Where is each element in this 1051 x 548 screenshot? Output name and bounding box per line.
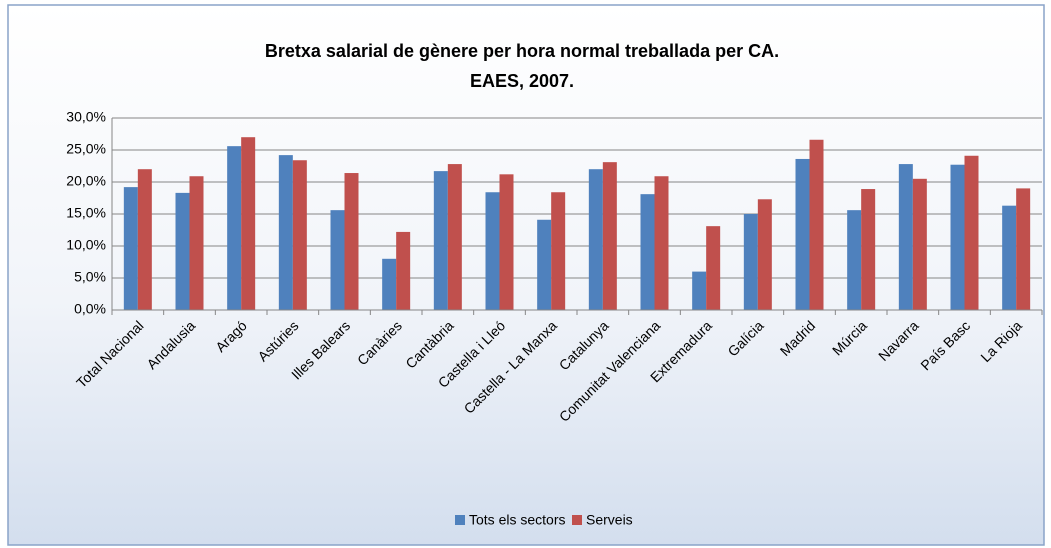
bar bbox=[809, 139, 824, 310]
bar bbox=[537, 219, 552, 310]
bar bbox=[447, 164, 462, 310]
bar bbox=[396, 231, 411, 310]
legend-swatch bbox=[572, 515, 582, 525]
y-tick-label: 10,0% bbox=[66, 237, 106, 253]
y-tick-label: 25,0% bbox=[66, 141, 106, 157]
bar bbox=[757, 199, 772, 310]
bar bbox=[795, 158, 810, 310]
bar bbox=[743, 214, 758, 310]
bar bbox=[330, 210, 345, 310]
bar bbox=[602, 162, 617, 310]
bar bbox=[692, 271, 707, 310]
bar bbox=[551, 192, 566, 310]
chart-subtitle: EAES, 2007. bbox=[470, 71, 574, 91]
bar bbox=[847, 210, 862, 310]
y-tick-label: 0,0% bbox=[74, 301, 106, 317]
bar bbox=[123, 187, 138, 310]
bar bbox=[912, 178, 927, 310]
bar bbox=[1002, 205, 1017, 310]
bar bbox=[950, 164, 965, 310]
bar bbox=[499, 174, 514, 310]
bar bbox=[433, 171, 448, 310]
bar bbox=[137, 169, 152, 310]
y-tick-label: 20,0% bbox=[66, 173, 106, 189]
bar bbox=[706, 226, 721, 310]
bar bbox=[654, 176, 669, 310]
bar bbox=[227, 146, 242, 310]
bar bbox=[241, 137, 256, 310]
legend-label: Tots els sectors bbox=[469, 512, 565, 528]
bar bbox=[861, 189, 876, 310]
bar bbox=[278, 155, 293, 310]
bar bbox=[189, 176, 204, 310]
legend-label: Serveis bbox=[586, 512, 633, 528]
y-tick-label: 15,0% bbox=[66, 205, 106, 221]
bar bbox=[640, 194, 655, 310]
bar bbox=[175, 192, 190, 310]
bar bbox=[898, 164, 913, 310]
bar bbox=[292, 160, 307, 310]
bar bbox=[382, 258, 397, 310]
bar bbox=[344, 173, 359, 310]
chart-title: Bretxa salarial de gènere per hora norma… bbox=[265, 41, 779, 61]
bar bbox=[588, 169, 603, 310]
bar bbox=[1016, 188, 1031, 310]
bar bbox=[964, 155, 979, 310]
y-tick-label: 5,0% bbox=[74, 269, 106, 285]
legend-swatch bbox=[455, 515, 465, 525]
y-tick-label: 30,0% bbox=[66, 109, 106, 125]
bar bbox=[485, 192, 500, 310]
